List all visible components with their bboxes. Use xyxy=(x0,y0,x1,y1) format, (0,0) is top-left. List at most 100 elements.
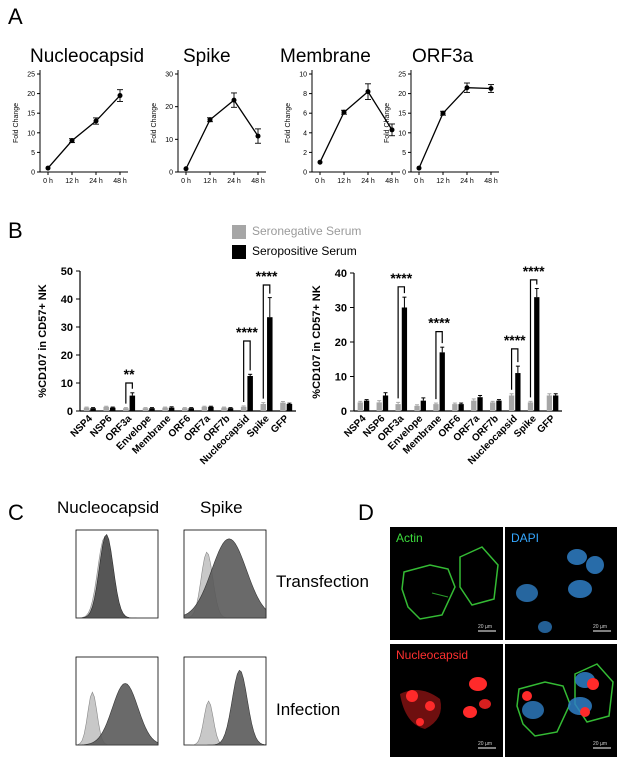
b1-category-label: Spike xyxy=(512,413,539,440)
actin-label: Actin xyxy=(396,531,423,545)
b0-category-label: GFP xyxy=(269,413,292,436)
a3-point xyxy=(464,85,470,91)
a3-ytick-label: 15 xyxy=(398,111,406,118)
a2-series-line xyxy=(319,90,393,163)
a2-xtick-label: 48 h xyxy=(385,178,399,185)
a0-ytick-label: 25 xyxy=(27,72,35,79)
b1-category-label: GFP xyxy=(535,413,558,436)
b0-bar-seropositive xyxy=(208,406,214,411)
b0-bar-seronegative xyxy=(83,407,90,411)
a1-point xyxy=(255,133,261,139)
b0-significance-label: **** xyxy=(236,324,258,340)
b1-bar-seropositive xyxy=(553,395,559,411)
a1-point xyxy=(207,117,213,123)
a1-ytick-label: 30 xyxy=(165,72,173,79)
b1-bar-seropositive xyxy=(420,400,426,411)
b0-bar-seronegative xyxy=(103,406,109,411)
a1-ytick-label: 20 xyxy=(165,104,173,111)
a2-point xyxy=(365,89,371,95)
a1-ytick-label: 10 xyxy=(165,137,173,144)
a0-series-line xyxy=(47,95,121,169)
b1-bar-seronegative xyxy=(376,402,382,411)
b0-bar-seropositive xyxy=(286,404,293,411)
a1-ytick-label: 0 xyxy=(169,170,173,177)
b1-bar-seronegative xyxy=(490,402,496,411)
b1-bar-seropositive xyxy=(401,307,408,411)
a2-ytick-label: 8 xyxy=(303,91,307,98)
a2-ytick-label: 0 xyxy=(303,170,307,177)
micro-dapi: DAPI 20 µm xyxy=(505,527,617,640)
chart-a2-title: Spike xyxy=(183,46,231,67)
panel-d: Actin 20 µm DAPI 20 µm Nucleocapsid 20 µ… xyxy=(385,527,617,760)
legend-swatch-seropositive xyxy=(232,245,246,259)
a3-ytick-label: 10 xyxy=(398,130,406,137)
panel-c-letter: C xyxy=(8,500,24,525)
b0-bar-seropositive xyxy=(109,407,116,411)
nucleocapsid-label: Nucleocapsid xyxy=(396,648,469,662)
b1-bar-seropositive xyxy=(458,404,464,411)
a3-point xyxy=(440,110,446,116)
a3-ytick-label: 0 xyxy=(402,170,406,177)
a2-point xyxy=(341,109,347,115)
b0-significance-bracket xyxy=(243,340,251,402)
panel-c: Nucleocapsid Spike Transfection Infectio… xyxy=(0,495,369,760)
panel-a: Nucleocapsid Spike Membrane ORF3a 0 5 10 15… xyxy=(0,0,617,205)
b1-significance-bracket xyxy=(529,279,538,398)
a1-xtick-label: 24 h xyxy=(227,178,241,185)
a2-ylabel: Fold Change xyxy=(285,103,292,143)
a0-ytick-label: 15 xyxy=(27,111,35,118)
b0-bar-seropositive xyxy=(129,395,136,411)
b1-bar-seropositive xyxy=(496,400,502,411)
b1-ytick-label: 0 xyxy=(341,406,347,418)
a3-xtick-label: 12 h xyxy=(436,178,450,185)
b1-bar-seropositive xyxy=(382,395,389,411)
b1-bar-seronegative xyxy=(357,402,363,411)
a2-xtick-label: 24 h xyxy=(361,178,375,185)
dapi-label: DAPI xyxy=(511,531,540,545)
b1-ytick-label: 30 xyxy=(335,303,347,315)
b1-bar-seronegative xyxy=(452,404,458,411)
b1-bar-seropositive xyxy=(363,400,370,411)
micro-merge: 20 µm xyxy=(505,644,617,757)
merge-scale-label: 20 µm xyxy=(593,741,607,747)
b1-bar-seropositive xyxy=(477,397,483,411)
legend-label-seronegative: Seronegative Serum xyxy=(252,224,362,238)
a0-point xyxy=(93,118,99,124)
a0-ytick-label: 20 xyxy=(27,91,35,98)
actin-scale-label: 20 µm xyxy=(478,624,492,630)
a2-ytick-label: 4 xyxy=(303,130,307,137)
legend-label-seropositive: Seropositive Serum xyxy=(252,244,357,258)
a3-point xyxy=(488,86,494,92)
a0-ylabel: Fold Change xyxy=(13,103,20,143)
a3-xtick-label: 24 h xyxy=(460,178,474,185)
a0-xtick-label: 48 h xyxy=(113,178,127,185)
b0-bar-seronegative xyxy=(280,402,286,411)
b1-significance-label: **** xyxy=(428,315,450,331)
c-histogram-sample xyxy=(75,534,158,619)
b0-bar-seronegative xyxy=(162,407,168,411)
a1-xtick-label: 48 h xyxy=(251,178,265,185)
b1-bar-seronegative xyxy=(546,395,553,411)
b0-ytick-label: 20 xyxy=(61,350,73,362)
a1-xtick-label: 0 h xyxy=(181,178,191,185)
a3-xtick-label: 48 h xyxy=(484,178,498,185)
a1-point xyxy=(183,166,189,172)
a3-series-line xyxy=(418,87,492,169)
c-histogram-sample xyxy=(183,538,267,619)
b1-bar-seronegative xyxy=(508,395,515,411)
a0-ytick-label: 5 xyxy=(31,150,35,157)
b0-bar-seronegative xyxy=(123,408,129,411)
a2-xtick-label: 12 h xyxy=(337,178,351,185)
merge-image xyxy=(516,663,614,749)
a3-ytick-label: 5 xyxy=(402,150,406,157)
nucleocapsid-image xyxy=(400,677,496,749)
flow-col-label-spike: Spike xyxy=(200,498,243,517)
a3-ytick-label: 25 xyxy=(398,72,406,79)
b0-significance-bracket xyxy=(125,382,133,404)
flow-row-label-infection: Infection xyxy=(276,700,341,719)
a2-ytick-label: 2 xyxy=(303,150,307,157)
b0-ytick-label: 30 xyxy=(61,322,73,334)
b1-ytick-label: 40 xyxy=(335,268,347,280)
a2-ytick-label: 6 xyxy=(303,111,307,118)
